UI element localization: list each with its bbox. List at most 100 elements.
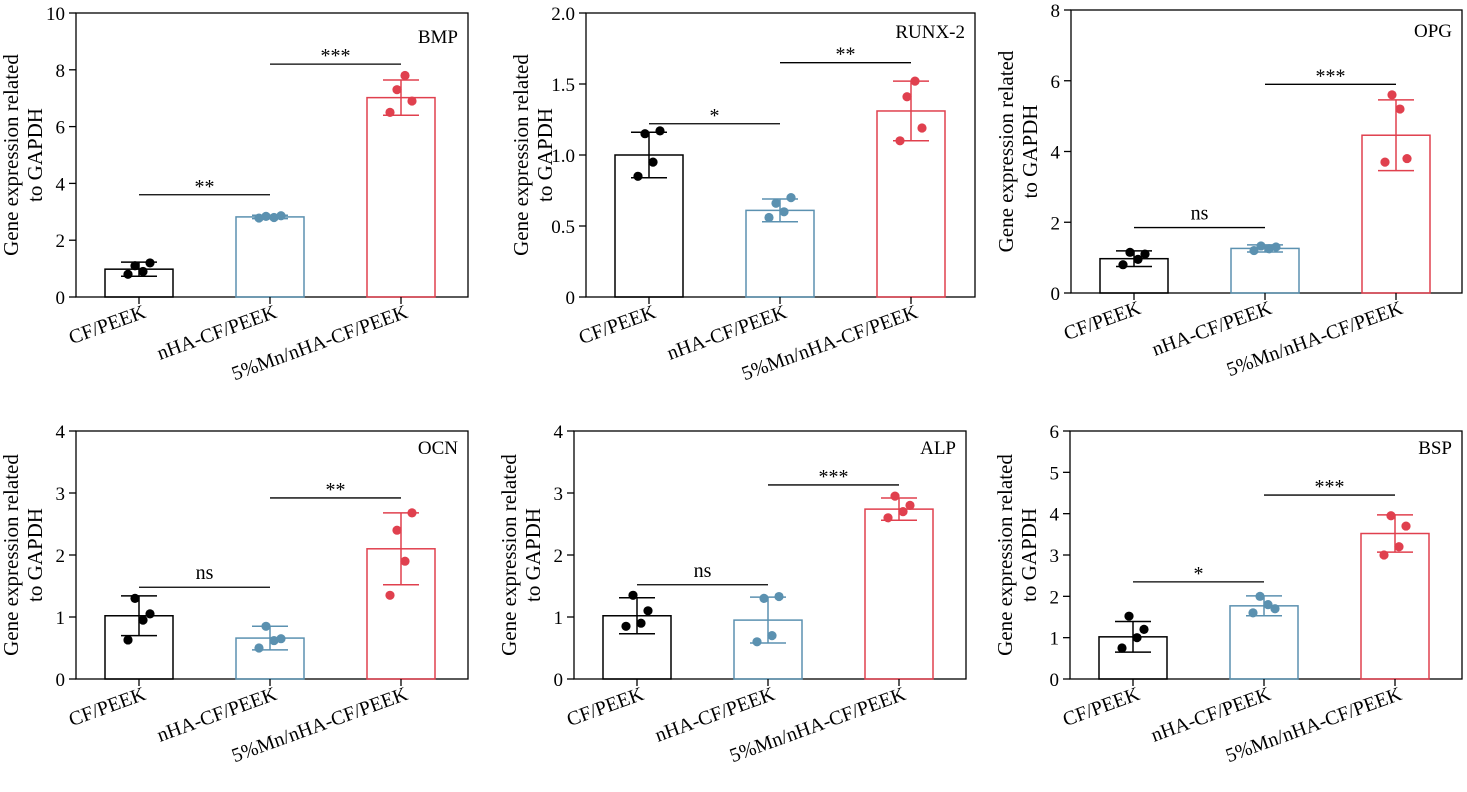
- y-axis-title-line1: Gene expression related: [993, 454, 1017, 656]
- data-point: [655, 126, 665, 136]
- data-point: [400, 556, 410, 566]
- y-tick-label: 1: [1050, 629, 1060, 650]
- significance-label: *: [1194, 563, 1204, 585]
- data-point: [910, 76, 920, 86]
- data-point: [628, 590, 638, 600]
- data-point: [1401, 521, 1411, 531]
- data-point: [254, 643, 264, 653]
- y-tick-label: 10: [46, 4, 65, 25]
- data-point: [905, 500, 915, 510]
- y-tick-label: 1: [554, 608, 564, 629]
- plot-frame: [1069, 430, 1463, 680]
- significance-label: **: [195, 176, 215, 198]
- data-point: [392, 85, 402, 95]
- data-point: [1249, 245, 1259, 256]
- data-point: [138, 266, 148, 277]
- data-point: [898, 507, 908, 517]
- data-point: [145, 258, 155, 268]
- data-point: [640, 129, 650, 139]
- data-point: [636, 618, 646, 628]
- chart-panel-runx-2: 0 0.5 1.0 1.5 2.0 Gene expression related to G…: [509, 4, 976, 385]
- data-point: [269, 212, 279, 223]
- y-tick-label: 8: [56, 61, 66, 82]
- data-point: [1402, 153, 1412, 164]
- data-point: [1394, 542, 1404, 552]
- y-tick-label: 6: [1051, 72, 1061, 93]
- data-point: [1386, 511, 1396, 521]
- y-tick-label: 3: [56, 484, 66, 505]
- data-point: [621, 621, 631, 631]
- y-tick-label: 2.0: [551, 4, 575, 25]
- y-axis-title-line2: to GAPDH: [23, 508, 47, 602]
- significance-label: **: [836, 44, 856, 66]
- y-tick-label: 4: [1050, 505, 1060, 526]
- data-point: [1270, 604, 1280, 614]
- x-tick-label: CF/PEEK: [1061, 297, 1144, 345]
- bar-5-mn-nha-cf-peek: [1360, 532, 1430, 680]
- y-axis-title-line2: to GAPDH: [23, 108, 47, 202]
- y-tick-label: 4: [554, 422, 564, 443]
- data-point: [1117, 643, 1127, 653]
- bar-nha-cf-peek: [1230, 247, 1300, 294]
- data-point: [786, 193, 796, 203]
- data-point: [1380, 157, 1390, 167]
- x-tick-label: CF/PEEK: [66, 301, 149, 349]
- y-axis-title-line2: to GAPDH: [1018, 105, 1042, 199]
- y-tick-label: 2: [1051, 213, 1061, 234]
- y-tick-label: 0: [56, 288, 66, 309]
- significance-label: ns: [694, 560, 712, 582]
- data-point: [779, 207, 789, 217]
- y-tick-label: 2: [554, 546, 564, 567]
- data-point: [1256, 241, 1266, 251]
- data-point: [759, 593, 769, 604]
- y-tick-label: 1.5: [551, 75, 575, 96]
- data-point: [1248, 608, 1258, 618]
- bar-nha-cf-peek: [235, 216, 305, 298]
- plot-frame: [75, 12, 469, 298]
- y-tick-label: 5: [1050, 463, 1060, 484]
- x-tick-label: CF/PEEK: [66, 683, 149, 731]
- data-point: [1255, 591, 1265, 601]
- y-tick-label: 6: [1050, 422, 1060, 443]
- data-point: [890, 491, 900, 501]
- y-tick-label: 0: [566, 288, 576, 309]
- chart-panel-alp: 0 1 2 3 4 Gene expression related to GAPDH ALP C…: [497, 422, 967, 767]
- data-point: [1140, 249, 1150, 259]
- data-point: [1263, 600, 1273, 610]
- x-tick-label: CF/PEEK: [576, 301, 659, 349]
- data-point: [385, 590, 395, 600]
- y-tick-label: 2: [1050, 587, 1060, 608]
- y-tick-label: 0: [1051, 284, 1061, 305]
- significance-label: ***: [1315, 476, 1345, 498]
- data-point: [138, 615, 148, 625]
- data-point: [1124, 611, 1134, 621]
- data-point: [1139, 624, 1149, 635]
- data-point: [123, 269, 133, 279]
- x-tick-label: CF/PEEK: [1060, 683, 1143, 731]
- y-tick-label: 4: [56, 422, 66, 443]
- y-tick-label: 2: [56, 231, 66, 252]
- bar-5-mn-nha-cf-peek: [864, 508, 934, 680]
- data-point: [1395, 104, 1405, 114]
- data-point: [764, 212, 774, 223]
- panel-title: ALP: [920, 438, 956, 459]
- data-point: [1133, 254, 1143, 264]
- data-point: [407, 96, 417, 106]
- significance-label: ns: [1191, 203, 1209, 225]
- bar-nha-cf-peek: [745, 209, 815, 298]
- y-axis-title-line2: to GAPDH: [521, 508, 545, 602]
- y-tick-label: 2: [56, 546, 66, 567]
- y-axis-title-line1: Gene expression related: [0, 454, 23, 656]
- bar-nha-cf-peek: [1229, 605, 1299, 680]
- data-point: [883, 513, 893, 523]
- chart-panel-bsp: 0 1 2 3 4 5 6 Gene expression related to GAPDH BS…: [993, 422, 1463, 767]
- data-point: [276, 634, 286, 644]
- bar-5-mn-nha-cf-peek: [366, 96, 436, 298]
- y-tick-label: 0.5: [551, 217, 575, 238]
- data-point: [643, 606, 653, 616]
- data-point: [1118, 260, 1128, 270]
- y-tick-label: 6: [56, 118, 66, 139]
- y-tick-label: 0: [1050, 670, 1060, 691]
- y-tick-label: 4: [1051, 143, 1061, 164]
